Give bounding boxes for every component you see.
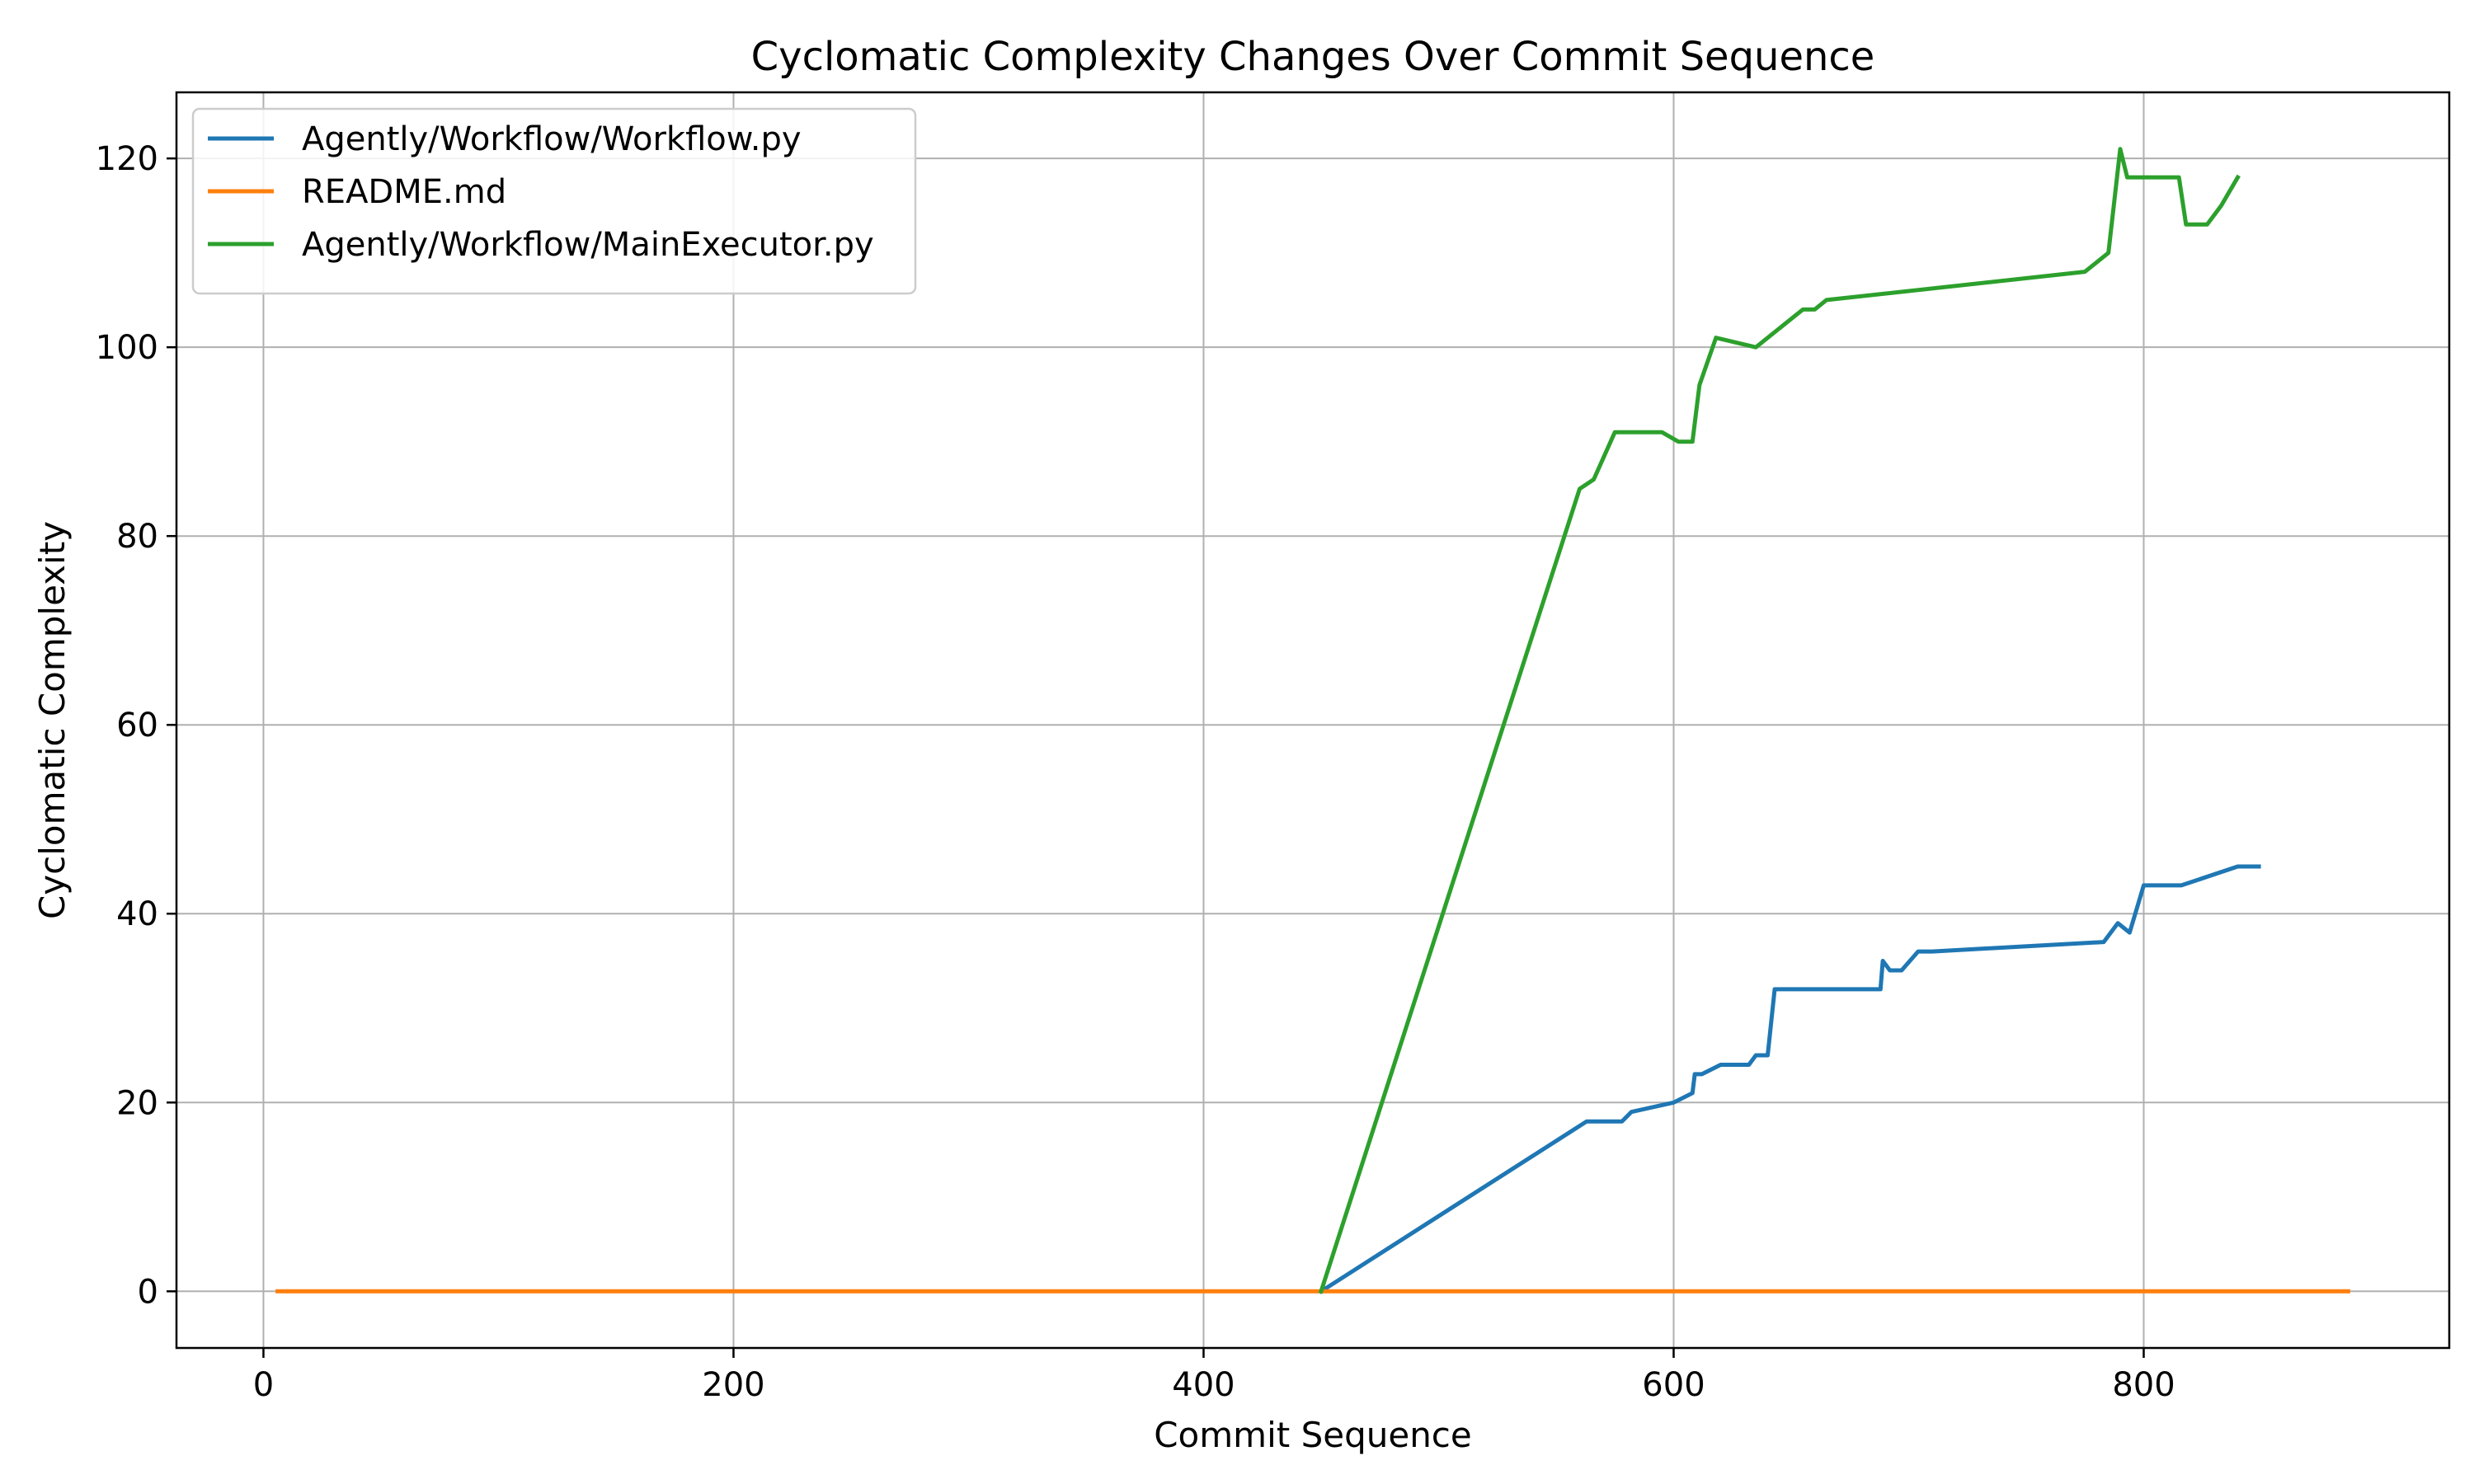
y-tick-label: 120 xyxy=(96,140,158,178)
x-tick-label: 0 xyxy=(253,1366,274,1404)
y-axis-label: Cyclomatic Complexity xyxy=(32,521,73,919)
x-axis-label: Commit Sequence xyxy=(1154,1415,1472,1455)
y-tick-label: 80 xyxy=(116,518,158,556)
plot-frame xyxy=(175,91,2451,1350)
axis-ticks: 0 200 400 600 800 0 20 40 60 80 100 120 xyxy=(96,140,2175,1404)
y-tick-label: 20 xyxy=(116,1084,158,1122)
y-tick-label: 100 xyxy=(96,329,158,367)
legend-entry: Agently/Workflow/Workflow.py xyxy=(302,120,802,158)
legend: Agently/Workflow/Workflow.py README.md Age… xyxy=(191,107,917,295)
x-tick-label: 400 xyxy=(1172,1366,1235,1404)
chart-title: Cyclomatic Complexity Changes Over Commi… xyxy=(751,34,1875,80)
legend-entry: README.md xyxy=(302,173,506,211)
x-tick-label: 200 xyxy=(702,1366,764,1404)
y-tick-label: 40 xyxy=(116,895,158,933)
series-line-1 xyxy=(1318,864,2261,1294)
x-tick-label: 600 xyxy=(1642,1366,1705,1404)
x-tick-label: 800 xyxy=(2112,1366,2175,1404)
legend-box xyxy=(191,107,917,295)
y-tick-label: 60 xyxy=(116,707,158,744)
series-line-3 xyxy=(1318,147,2241,1294)
y-tick-label: 0 xyxy=(138,1273,158,1311)
legend-entry: Agently/Workflow/MainExecutor.py xyxy=(302,226,874,264)
series-lines xyxy=(275,147,2350,1294)
